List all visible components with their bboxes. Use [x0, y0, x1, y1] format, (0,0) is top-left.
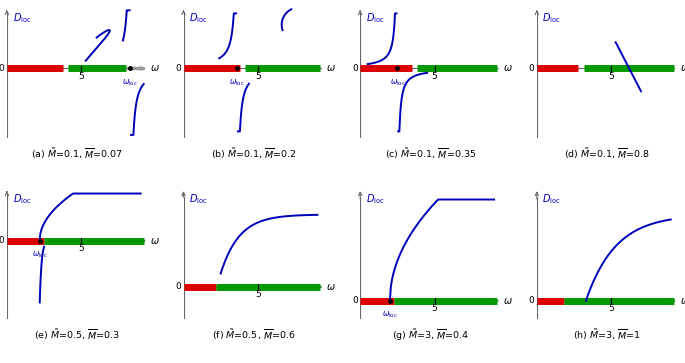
Text: 0: 0 [0, 64, 5, 73]
Text: $\omega$: $\omega$ [680, 296, 685, 306]
Text: 0: 0 [175, 64, 182, 73]
Text: $D_{\rm loc}$: $D_{\rm loc}$ [543, 192, 561, 206]
Text: 5: 5 [255, 290, 261, 299]
Text: 0: 0 [529, 64, 534, 73]
Text: 5: 5 [432, 72, 438, 81]
Text: (d) $\tilde{M}$=0.1, $\overline{M}$=0.8: (d) $\tilde{M}$=0.1, $\overline{M}$=0.8 [564, 146, 651, 161]
Text: 5: 5 [255, 72, 261, 81]
Text: $\omega_{\rm loc}$: $\omega_{\rm loc}$ [382, 310, 398, 321]
Text: (c) $\tilde{M}$=0.1, $\overline{M}$=0.35: (c) $\tilde{M}$=0.1, $\overline{M}$=0.35 [385, 146, 477, 161]
Text: $\omega$: $\omega$ [680, 64, 685, 73]
Text: 0: 0 [352, 64, 358, 73]
Text: (f) $\tilde{M}$=0.5, $\overline{M}$=0.6: (f) $\tilde{M}$=0.5, $\overline{M}$=0.6 [212, 327, 296, 342]
Text: 5: 5 [78, 244, 84, 253]
Text: $\omega_{\rm loc}$: $\omega_{\rm loc}$ [32, 250, 47, 260]
Text: 5: 5 [78, 72, 84, 81]
Text: (a) $\tilde{M}$=0.1, $\overline{M}$=0.07: (a) $\tilde{M}$=0.1, $\overline{M}$=0.07 [32, 146, 123, 161]
Text: $\omega$: $\omega$ [503, 296, 512, 306]
Text: 5: 5 [432, 304, 438, 313]
Text: $\omega_{\rm loc}$: $\omega_{\rm loc}$ [229, 78, 245, 88]
Text: $\omega_{\rm loc}$: $\omega_{\rm loc}$ [123, 78, 138, 88]
Text: $D_{\rm loc}$: $D_{\rm loc}$ [189, 192, 208, 206]
Text: $D_{\rm loc}$: $D_{\rm loc}$ [366, 11, 385, 25]
Text: $\omega_{\rm loc}$: $\omega_{\rm loc}$ [390, 78, 406, 88]
Text: (b) $\tilde{M}$=0.1, $\overline{M}$=0.2: (b) $\tilde{M}$=0.1, $\overline{M}$=0.2 [212, 146, 297, 161]
Text: $D_{\rm loc}$: $D_{\rm loc}$ [12, 192, 32, 206]
Text: (h) $\tilde{M}$=3, $\overline{M}$=1: (h) $\tilde{M}$=3, $\overline{M}$=1 [573, 327, 642, 342]
Text: $D_{\rm loc}$: $D_{\rm loc}$ [366, 192, 385, 206]
Text: 0: 0 [175, 282, 182, 291]
Text: $\omega$: $\omega$ [326, 282, 336, 291]
Text: $D_{\rm loc}$: $D_{\rm loc}$ [189, 11, 208, 25]
Text: $\omega$: $\omega$ [149, 236, 160, 246]
Text: $\omega$: $\omega$ [326, 64, 336, 73]
Text: 5: 5 [608, 304, 614, 313]
Text: (g) $\tilde{M}$=3, $\overline{M}$=0.4: (g) $\tilde{M}$=3, $\overline{M}$=0.4 [392, 327, 469, 343]
Text: $\omega$: $\omega$ [503, 64, 512, 73]
Text: 0: 0 [529, 296, 534, 305]
Text: 0: 0 [352, 296, 358, 305]
Text: $D_{\rm loc}$: $D_{\rm loc}$ [543, 11, 561, 25]
Text: 5: 5 [608, 72, 614, 81]
Text: $D_{\rm loc}$: $D_{\rm loc}$ [12, 11, 32, 25]
Text: 0: 0 [0, 236, 5, 245]
Text: (e) $\tilde{M}$=0.5, $\overline{M}$=0.3: (e) $\tilde{M}$=0.5, $\overline{M}$=0.3 [34, 327, 121, 342]
Text: $\omega$: $\omega$ [149, 64, 160, 73]
